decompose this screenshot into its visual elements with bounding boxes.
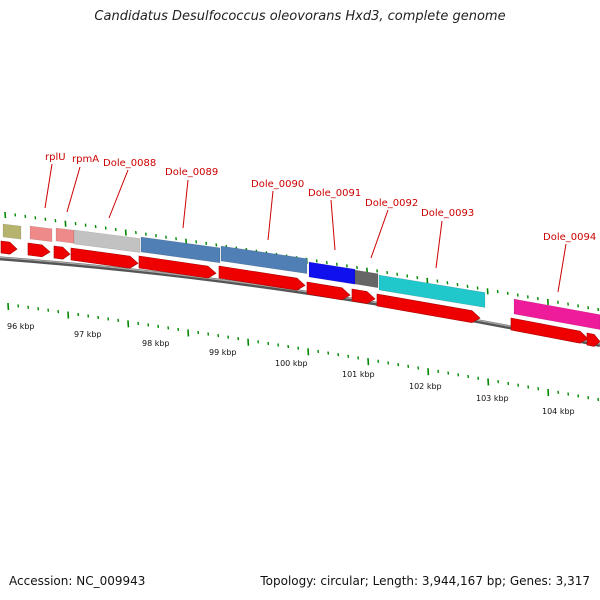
scale-label-101-kbp: 101 kbp xyxy=(342,370,375,379)
feature-block-1[interactable] xyxy=(29,225,53,243)
cds-arrow-5[interactable] xyxy=(218,265,306,291)
scale-label-104-kbp: 104 kbp xyxy=(542,407,575,416)
scale-label-97-kbp: 97 kbp xyxy=(74,330,102,339)
gene-label-rplU[interactable]: rplU xyxy=(45,152,66,163)
genome-title: Candidatus Desulfococcus oleovorans Hxd3… xyxy=(94,9,506,24)
leader-line-dole-0091 xyxy=(330,199,336,251)
feature-block-6[interactable] xyxy=(308,261,356,285)
cds-arrow-0[interactable] xyxy=(0,240,18,255)
leader-line-rpmA xyxy=(66,166,81,213)
gene-label-dole-0090[interactable]: Dole_0090 xyxy=(251,179,304,190)
feature-track xyxy=(2,223,600,330)
cds-arrow-3[interactable] xyxy=(70,247,139,269)
scale-label-group: 96 kbp 97 kbp 98 kbp 99 kbp 100 kbp 101 … xyxy=(7,322,575,416)
gene-label-dole-0094[interactable]: Dole_0094 xyxy=(543,232,596,243)
leader-line-dole-0088 xyxy=(108,169,129,219)
scale-label-96-kbp: 96 kbp xyxy=(7,322,35,331)
cds-arrow-4[interactable] xyxy=(138,255,217,279)
scale-label-100-kbp: 100 kbp xyxy=(275,359,308,368)
gene-label-dole-0093[interactable]: Dole_0093 xyxy=(421,208,474,219)
cds-arrow-7[interactable] xyxy=(351,288,376,304)
leader-line-dole-0094 xyxy=(557,243,567,293)
gene-label-group: rplU rpmA Dole_0088 Dole_0089 Dole_0090 … xyxy=(44,152,596,293)
scale-label-102-kbp: 102 kbp xyxy=(409,382,442,391)
leader-line-dole-0089 xyxy=(182,179,189,229)
feature-block-3[interactable] xyxy=(73,229,141,253)
leader-line-dole-0090 xyxy=(267,190,274,241)
gene-label-dole-0091[interactable]: Dole_0091 xyxy=(308,188,361,199)
outer-tick-row xyxy=(4,211,600,312)
leader-line-dole-0093 xyxy=(435,220,443,269)
cds-arrow-6[interactable] xyxy=(306,281,351,301)
feature-block-9[interactable] xyxy=(513,298,600,330)
scale-tick-row xyxy=(7,302,600,402)
scale-label-103-kbp: 103 kbp xyxy=(476,394,509,403)
scale-label-98-kbp: 98 kbp xyxy=(142,339,170,348)
genome-stats-label: Topology: circular; Length: 3,944,167 bp… xyxy=(260,574,590,588)
feature-block-8[interactable] xyxy=(378,274,486,308)
feature-block-0[interactable] xyxy=(2,223,22,240)
cds-arrow-10[interactable] xyxy=(586,332,600,347)
gene-label-rpmA[interactable]: rpmA xyxy=(72,154,99,165)
gene-label-dole-0088[interactable]: Dole_0088 xyxy=(103,158,156,169)
accession-label: Accession: NC_009943 xyxy=(9,574,146,588)
leader-line-dole-0092 xyxy=(370,209,389,259)
cds-track xyxy=(0,240,600,347)
cds-arrow-1[interactable] xyxy=(27,242,51,258)
gene-label-dole-0092[interactable]: Dole_0092 xyxy=(365,198,418,209)
feature-block-4[interactable] xyxy=(140,236,221,264)
feature-block-5[interactable] xyxy=(220,245,308,274)
cds-arrow-8[interactable] xyxy=(376,293,481,323)
cds-arrow-2[interactable] xyxy=(53,245,71,260)
cds-arrow-9[interactable] xyxy=(510,317,589,344)
leader-line-rplU xyxy=(44,163,53,209)
gene-label-dole-0089[interactable]: Dole_0089 xyxy=(165,167,218,178)
scale-label-99-kbp: 99 kbp xyxy=(209,348,237,357)
genome-backbone xyxy=(0,256,600,347)
feature-block-2[interactable] xyxy=(55,227,75,244)
feature-block-7[interactable] xyxy=(354,269,379,289)
